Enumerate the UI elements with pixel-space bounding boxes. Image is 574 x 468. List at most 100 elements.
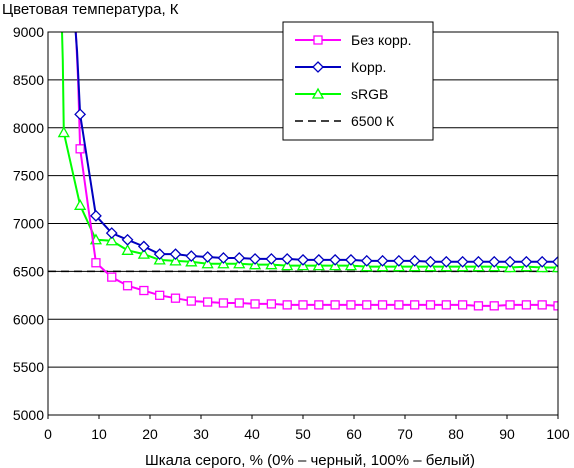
y-tick-label: 7500 — [13, 168, 44, 184]
y-tick-label: 8000 — [13, 120, 44, 136]
x-tick-label: 0 — [44, 426, 52, 442]
data-point — [376, 254, 389, 267]
data-point — [520, 255, 533, 268]
data-point — [410, 300, 420, 310]
y-axis-title: Цветовая температура, К — [2, 1, 179, 18]
data-point — [488, 255, 501, 268]
data-point — [265, 253, 278, 265]
y-tick-labels: 5000 5500 6000 6500 7000 7500 8000 8500 9000 — [13, 24, 44, 423]
data-point — [75, 144, 85, 154]
x-tick-label: 30 — [193, 426, 209, 442]
x-tick-label: 40 — [244, 426, 260, 442]
y-tick-label: 6000 — [13, 311, 44, 327]
data-point — [139, 285, 149, 296]
data-point — [521, 300, 532, 310]
x-tick-label: 20 — [142, 426, 158, 442]
data-point — [298, 300, 308, 310]
data-point — [489, 301, 499, 311]
data-point — [249, 253, 261, 265]
data-point — [312, 253, 325, 266]
data-point — [473, 301, 484, 311]
x-tick-label: 60 — [346, 426, 362, 442]
data-point — [250, 299, 260, 309]
data-point — [169, 248, 182, 261]
data-point — [233, 252, 246, 264]
legend-marker — [311, 87, 325, 99]
x-tick-label: 90 — [499, 426, 515, 442]
data-point — [122, 281, 133, 291]
data-point — [105, 227, 118, 239]
data-point — [170, 293, 181, 303]
data-point — [137, 240, 150, 253]
data-point — [536, 255, 549, 268]
x-tick-label: 80 — [448, 426, 464, 442]
legend-label: sRGB — [351, 86, 388, 102]
data-point — [394, 300, 404, 310]
legend-label: Корр. — [351, 59, 386, 75]
data-point — [169, 254, 182, 266]
series-0 — [74, 32, 558, 311]
data-point — [281, 259, 294, 271]
data-point — [57, 126, 70, 138]
data-point — [297, 253, 309, 266]
data-point — [90, 209, 102, 222]
data-point — [425, 300, 436, 310]
data-point — [121, 233, 134, 246]
data-point — [537, 300, 547, 310]
plot-series — [48, 32, 558, 311]
data-point — [408, 254, 421, 267]
data-point — [218, 298, 229, 308]
data-point — [505, 300, 515, 310]
data-point — [217, 252, 230, 264]
y-tick-label: 7000 — [13, 216, 44, 232]
data-point — [282, 300, 292, 310]
legend-marker — [312, 61, 324, 73]
data-point — [360, 254, 373, 267]
y-tick-label: 6500 — [13, 263, 44, 279]
data-point — [266, 299, 277, 309]
data-point — [457, 300, 468, 310]
data-point — [91, 258, 101, 268]
data-point — [440, 255, 453, 268]
data-point — [362, 300, 372, 310]
data-point — [472, 255, 485, 268]
data-point — [456, 255, 469, 268]
data-point — [330, 300, 340, 310]
data-point — [552, 255, 558, 268]
legend: Без корр. Корр. sRGB 6500 К — [282, 21, 434, 141]
legend-label: 6500 К — [351, 113, 395, 129]
data-point — [281, 253, 294, 265]
series-line — [61, 32, 558, 269]
legend-marker — [313, 35, 323, 45]
data-point — [201, 251, 214, 263]
data-point — [74, 198, 87, 210]
data-point — [504, 255, 516, 268]
data-point — [74, 108, 87, 121]
data-point — [392, 254, 405, 267]
data-point — [345, 253, 357, 266]
data-point — [553, 301, 558, 311]
data-point — [121, 243, 134, 255]
data-point — [137, 247, 150, 259]
data-point — [186, 296, 196, 306]
x-tick-labels: 0 10 20 30 40 50 60 70 80 90 100 — [44, 415, 570, 442]
data-point — [424, 255, 437, 268]
data-point — [329, 253, 342, 266]
x-tick-label: 50 — [295, 426, 311, 442]
x-axis-title: Шкала серого, % (0% – черный, 100% – бел… — [145, 452, 475, 468]
data-point — [202, 297, 213, 307]
x-tick-label: 10 — [91, 426, 107, 442]
data-point — [185, 250, 198, 262]
data-point — [377, 300, 388, 310]
data-point — [234, 298, 244, 308]
y-tick-label: 5000 — [13, 407, 44, 423]
x-tick-label: 70 — [397, 426, 413, 442]
y-tick-label: 8500 — [13, 72, 44, 88]
x-tick-label: 100 — [546, 426, 570, 442]
data-point — [105, 234, 118, 246]
y-tick-label: 9000 — [13, 24, 44, 40]
series-1 — [74, 32, 558, 268]
y-tick-label: 5500 — [13, 359, 44, 375]
data-point — [155, 290, 165, 300]
